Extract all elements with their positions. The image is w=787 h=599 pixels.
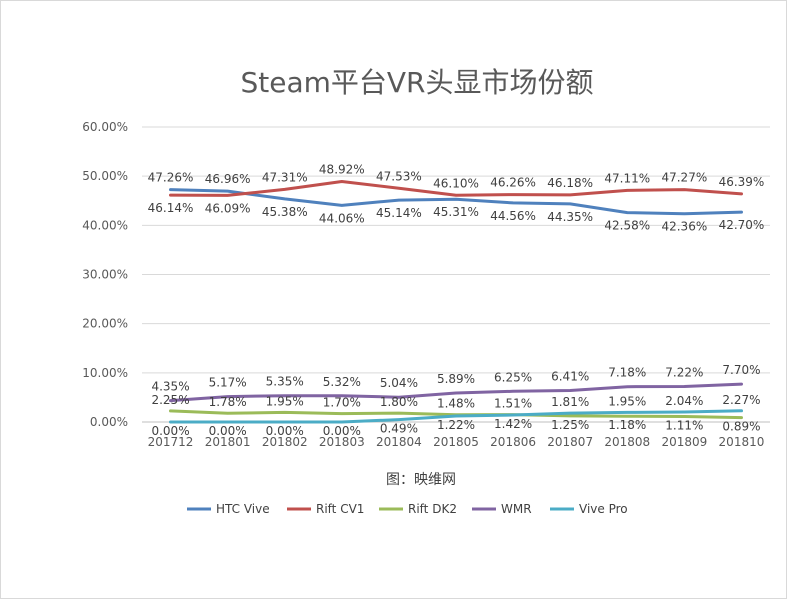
data-label: 0.89%	[722, 420, 760, 434]
data-label: 48.92%	[319, 162, 365, 176]
data-label: 44.06%	[319, 211, 365, 225]
legend-label: Rift DK2	[408, 502, 457, 516]
legend-item: WMR	[472, 502, 532, 516]
data-label: 1.81%	[551, 395, 589, 409]
y-tick-label: 0.00%	[90, 415, 128, 429]
x-tick-label: 201809	[661, 435, 707, 449]
data-label: 6.41%	[551, 369, 589, 383]
series-line-vive-pro	[169, 409, 743, 424]
series-lines	[169, 180, 743, 424]
legend-item: Rift CV1	[287, 502, 364, 516]
x-tick-label: 201805	[433, 435, 479, 449]
data-label: 7.70%	[722, 363, 760, 377]
data-label: 44.35%	[547, 210, 593, 224]
data-label: 42.70%	[719, 218, 765, 232]
data-label: 45.38%	[262, 205, 308, 219]
legend-label: WMR	[501, 502, 532, 516]
data-label: 45.31%	[433, 205, 479, 219]
x-tick-label: 201806	[490, 435, 536, 449]
y-tick-label: 10.00%	[82, 366, 128, 380]
data-labels: 47.26% 46.14% 4.35%2.25% 0.00% 46.96% 46.09% 5…	[148, 162, 765, 438]
data-label: 42.58%	[604, 219, 650, 233]
data-label: 0.49%	[380, 422, 418, 436]
data-label: 5.89%	[437, 372, 475, 386]
y-tick-label: 20.00%	[82, 317, 128, 331]
data-label: 1.11%	[665, 419, 703, 433]
x-tick-label: 201803	[319, 435, 365, 449]
series-line-wmr	[169, 382, 743, 403]
data-label: 44.56%	[490, 209, 536, 223]
data-label: 42.36%	[661, 220, 707, 234]
chart-title: Steam平台VR头显市场份额	[240, 66, 593, 99]
x-tick-label: 201810	[719, 435, 765, 449]
y-tick-label: 40.00%	[82, 218, 128, 232]
data-label: 1.51%	[494, 397, 532, 411]
data-label: 7.18%	[608, 366, 646, 380]
data-label: 5.17%	[209, 376, 247, 390]
data-label: 1.80%	[380, 395, 418, 409]
data-label: 46.09%	[205, 201, 251, 215]
x-tick-label: 201712	[148, 435, 194, 449]
legend-label: HTC Vive	[216, 502, 270, 516]
data-label: 1.70%	[323, 396, 361, 410]
data-label: 46.10%	[433, 176, 479, 190]
data-label: 47.11%	[604, 171, 650, 185]
y-tick-label: 30.00%	[82, 268, 128, 282]
data-label: 1.25%	[551, 418, 589, 432]
data-label: 5.04%	[380, 376, 418, 390]
data-label: 46.26%	[490, 176, 536, 190]
x-tick-label: 201808	[604, 435, 650, 449]
data-label: 1.42%	[494, 417, 532, 431]
data-label: 2.25%	[151, 393, 189, 407]
data-label: 0.00%	[209, 424, 247, 438]
x-tick-label: 201807	[547, 435, 593, 449]
data-label: 1.18%	[608, 418, 646, 432]
data-label: 1.95%	[266, 394, 304, 408]
data-label: 45.14%	[376, 206, 422, 220]
data-label: 2.27%	[722, 393, 760, 407]
data-label: 2.04%	[665, 394, 703, 408]
series-line-rift-cv1	[169, 180, 743, 197]
chart-caption: 图：映维网	[386, 472, 456, 488]
data-label: 46.18%	[547, 176, 593, 190]
data-label: 5.35%	[266, 375, 304, 389]
data-label: 0.00%	[266, 424, 304, 438]
data-label: 4.35%	[151, 380, 189, 394]
y-tick-label: 50.00%	[82, 169, 128, 183]
data-label: 1.95%	[608, 394, 646, 408]
legend-label: Rift CV1	[316, 502, 364, 516]
x-tick-label: 201804	[376, 435, 422, 449]
series-line-htc-vive	[169, 188, 743, 216]
legend: HTC Vive Rift CV1 Rift DK2 WMR Vive Pro	[187, 502, 628, 516]
y-axis: 0.00% 10.00% 20.00% 30.00% 40.00% 50.00% 60.00…	[82, 120, 128, 429]
legend-item: Rift DK2	[379, 502, 457, 516]
data-label: 5.32%	[323, 375, 361, 389]
x-axis: 201712 201801 201802 201803 201804 201805 2018…	[148, 435, 765, 449]
data-label: 47.31%	[262, 170, 308, 184]
data-label: 46.14%	[148, 201, 194, 215]
data-label: 1.78%	[209, 395, 247, 409]
data-label: 1.22%	[437, 418, 475, 432]
y-tick-label: 60.00%	[82, 120, 128, 134]
x-tick-label: 201801	[205, 435, 251, 449]
data-label: 47.26%	[148, 171, 194, 185]
data-label: 47.53%	[376, 169, 422, 183]
data-label: 7.22%	[665, 366, 703, 380]
legend-label: Vive Pro	[579, 502, 628, 516]
x-tick-label: 201802	[262, 435, 308, 449]
data-label: 46.39%	[719, 175, 765, 189]
data-label: 6.25%	[494, 370, 532, 384]
data-label: 1.48%	[437, 397, 475, 411]
legend-item: HTC Vive	[187, 502, 270, 516]
data-label: 0.00%	[323, 424, 361, 438]
data-label: 47.27%	[661, 171, 707, 185]
legend-item: Vive Pro	[550, 502, 628, 516]
data-label: 0.00%	[151, 424, 189, 438]
data-label: 46.96%	[205, 172, 251, 186]
